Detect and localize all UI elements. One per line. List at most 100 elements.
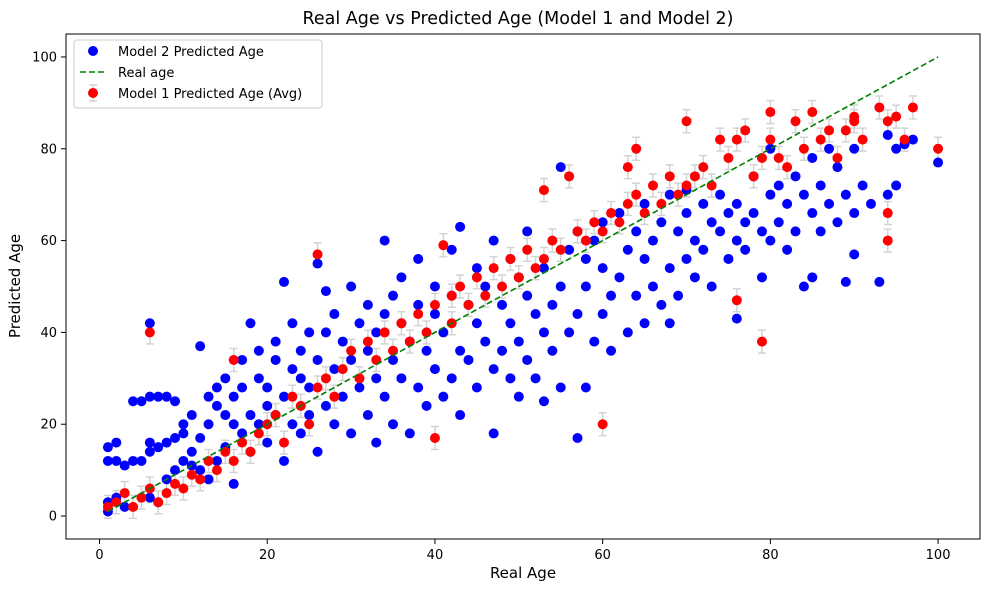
model2-point [647, 235, 658, 246]
model2-point [597, 263, 608, 274]
model2-point [429, 309, 440, 320]
model2-point [455, 410, 466, 421]
model2-point [639, 253, 650, 264]
model2-point [429, 364, 440, 375]
model2-point [455, 345, 466, 356]
model2-point [639, 318, 650, 329]
model2-point [413, 382, 424, 393]
model2-point [681, 253, 692, 264]
model2-point [295, 373, 306, 384]
model1-point [136, 492, 147, 503]
model2-point [136, 396, 147, 407]
model2-point [245, 318, 256, 329]
model1-point [857, 134, 868, 145]
model1-point [153, 497, 164, 508]
model2-point [228, 478, 239, 489]
model2-point [488, 235, 499, 246]
model2-point [857, 180, 868, 191]
model1-point [597, 226, 608, 237]
model1-point [731, 134, 742, 145]
model2-point [329, 364, 340, 375]
model1-point [513, 272, 524, 283]
model2-point [128, 396, 139, 407]
model2-point [589, 336, 600, 347]
model1-point [379, 327, 390, 338]
model1-point [606, 208, 617, 219]
model1-point [555, 244, 566, 255]
model2-point [505, 373, 516, 384]
model2-point [287, 364, 298, 375]
x-tick-label: 80 [762, 548, 779, 563]
x-axis: 0 20 40 60 80 100 [95, 539, 950, 563]
model1-point [320, 373, 331, 384]
model2-point [748, 208, 759, 219]
model1-point [807, 107, 818, 118]
model2-point [287, 419, 298, 430]
plot-border [65, 33, 981, 540]
model2-point [429, 281, 440, 292]
model2-point [555, 162, 566, 173]
model2-point [170, 465, 181, 476]
model2-point [731, 235, 742, 246]
model1-point [882, 116, 893, 127]
model1-point [346, 345, 357, 356]
model2-point [195, 433, 206, 443]
model2-point [362, 410, 373, 421]
model2-point [572, 433, 583, 443]
model1-point [815, 134, 826, 145]
model2-point [673, 290, 684, 301]
model2-point [136, 455, 147, 466]
model2-point [597, 217, 608, 228]
model2-point [614, 208, 625, 219]
model1-point [304, 419, 315, 430]
model2-point [471, 263, 482, 274]
model2-point [279, 391, 290, 402]
model2-point [522, 354, 533, 365]
model1-point [119, 488, 130, 499]
model2-point [161, 391, 172, 402]
model1-point [723, 152, 734, 163]
model2-point [631, 226, 642, 237]
model2-point [882, 189, 893, 200]
model2-point [639, 198, 650, 209]
model1-point [362, 336, 373, 347]
y-axis-title: Predicted Age [6, 234, 24, 338]
model1-point [631, 189, 642, 200]
model1-point [488, 263, 499, 274]
model2-point [388, 354, 399, 365]
model1-point [631, 143, 642, 154]
model2-point [698, 244, 709, 255]
model2-point [371, 327, 382, 338]
model2-point [698, 198, 709, 209]
model2-point [815, 226, 826, 237]
x-tick-label: 40 [427, 548, 444, 563]
model2-point [413, 299, 424, 310]
model2-point [790, 226, 801, 237]
y-tick-label: 80 [40, 142, 57, 157]
model2-point [765, 143, 776, 154]
model1-point [681, 180, 692, 191]
model2-point [379, 235, 390, 246]
model2-point [102, 455, 113, 466]
model1-point [882, 208, 893, 219]
model1-point [782, 162, 793, 173]
model1-point [840, 125, 851, 136]
model2-point [580, 382, 591, 393]
model2-point [295, 428, 306, 439]
model2-point [740, 217, 751, 228]
x-axis-title: Real Age [490, 564, 556, 582]
model1-point [279, 437, 290, 448]
model2-point [606, 290, 617, 301]
model2-point [782, 244, 793, 255]
model2-point [471, 382, 482, 393]
model2-point [362, 299, 373, 310]
model1-point [128, 501, 139, 512]
model1-point [228, 455, 239, 466]
model2-point [371, 437, 382, 448]
model2-point [933, 157, 944, 168]
model2-point [144, 437, 155, 448]
model1-point [245, 446, 256, 457]
model1-point [773, 152, 784, 163]
model1-point [933, 143, 944, 154]
model1-point [907, 102, 918, 113]
